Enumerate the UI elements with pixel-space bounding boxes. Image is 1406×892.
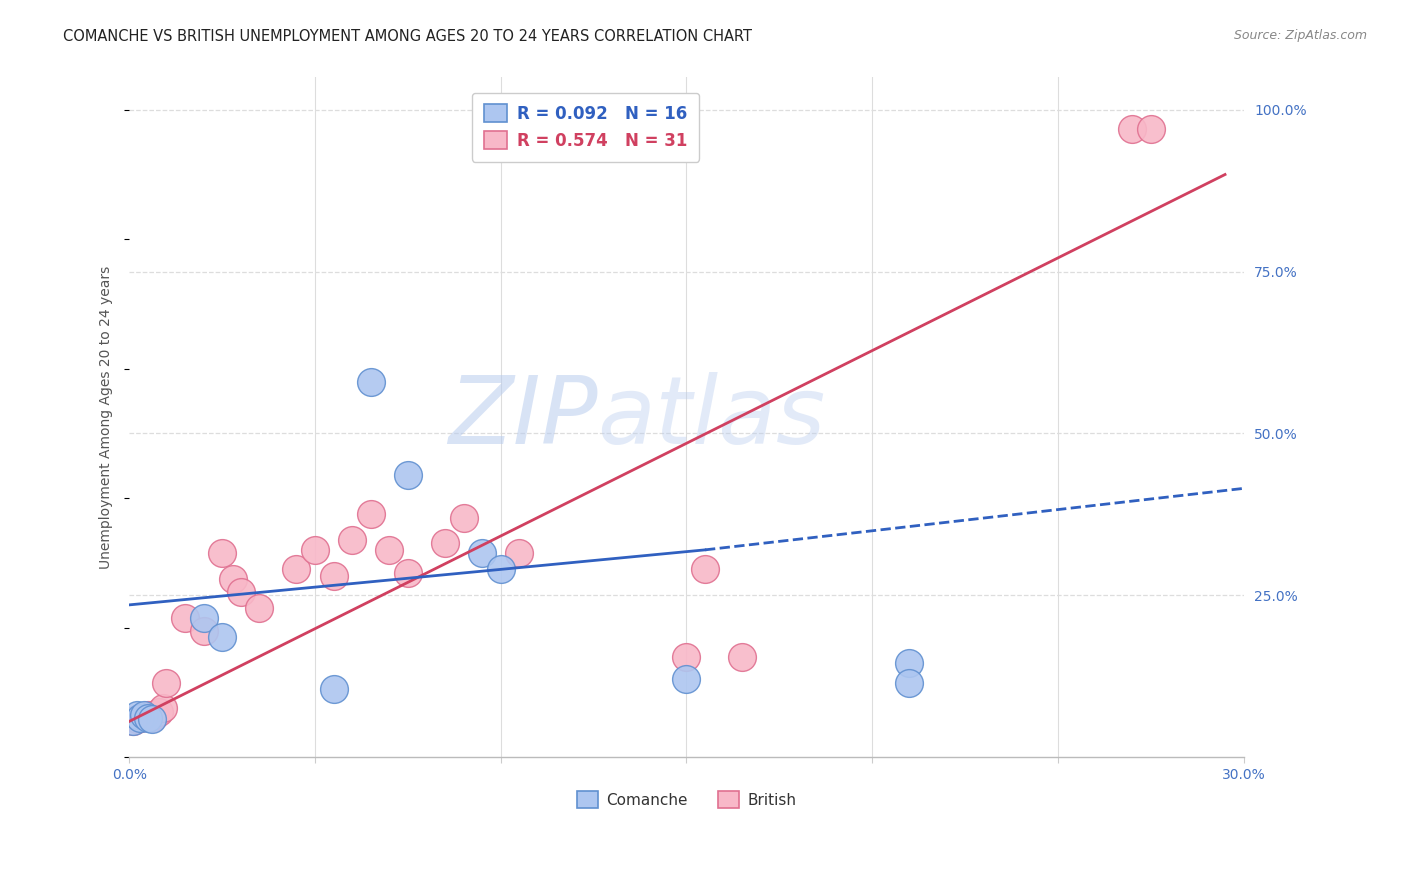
- Point: [148, 705, 170, 719]
- Point: [141, 711, 163, 725]
- Point: [434, 536, 457, 550]
- Y-axis label: Unemployment Among Ages 20 to 24 years: Unemployment Among Ages 20 to 24 years: [100, 266, 114, 569]
- Point: [129, 711, 152, 725]
- Point: [174, 611, 197, 625]
- Point: [675, 649, 697, 664]
- Legend: Comanche, British: Comanche, British: [571, 785, 803, 814]
- Point: [134, 710, 156, 724]
- Point: [193, 611, 215, 625]
- Point: [136, 711, 159, 725]
- Point: [360, 508, 382, 522]
- Point: [898, 656, 921, 670]
- Point: [675, 673, 697, 687]
- Point: [731, 649, 754, 664]
- Point: [129, 711, 152, 725]
- Text: atlas: atlas: [598, 372, 825, 463]
- Point: [229, 585, 252, 599]
- Point: [211, 546, 233, 560]
- Point: [453, 510, 475, 524]
- Point: [304, 542, 326, 557]
- Point: [152, 701, 174, 715]
- Point: [247, 601, 270, 615]
- Point: [125, 713, 148, 727]
- Text: COMANCHE VS BRITISH UNEMPLOYMENT AMONG AGES 20 TO 24 YEARS CORRELATION CHART: COMANCHE VS BRITISH UNEMPLOYMENT AMONG A…: [63, 29, 752, 44]
- Point: [155, 675, 177, 690]
- Point: [1121, 122, 1143, 136]
- Point: [471, 546, 494, 560]
- Point: [125, 707, 148, 722]
- Text: Source: ZipAtlas.com: Source: ZipAtlas.com: [1233, 29, 1367, 42]
- Point: [122, 714, 145, 729]
- Point: [322, 568, 344, 582]
- Point: [136, 707, 159, 722]
- Point: [134, 707, 156, 722]
- Point: [222, 572, 245, 586]
- Point: [378, 542, 401, 557]
- Point: [285, 562, 308, 576]
- Point: [360, 375, 382, 389]
- Text: ZIP: ZIP: [447, 372, 598, 463]
- Point: [489, 562, 512, 576]
- Point: [396, 566, 419, 580]
- Point: [193, 624, 215, 638]
- Point: [122, 714, 145, 729]
- Point: [211, 630, 233, 644]
- Point: [396, 468, 419, 483]
- Point: [898, 675, 921, 690]
- Point: [141, 713, 163, 727]
- Point: [1139, 122, 1161, 136]
- Point: [693, 562, 716, 576]
- Point: [143, 707, 166, 722]
- Point: [340, 533, 363, 548]
- Point: [322, 681, 344, 696]
- Point: [508, 546, 530, 560]
